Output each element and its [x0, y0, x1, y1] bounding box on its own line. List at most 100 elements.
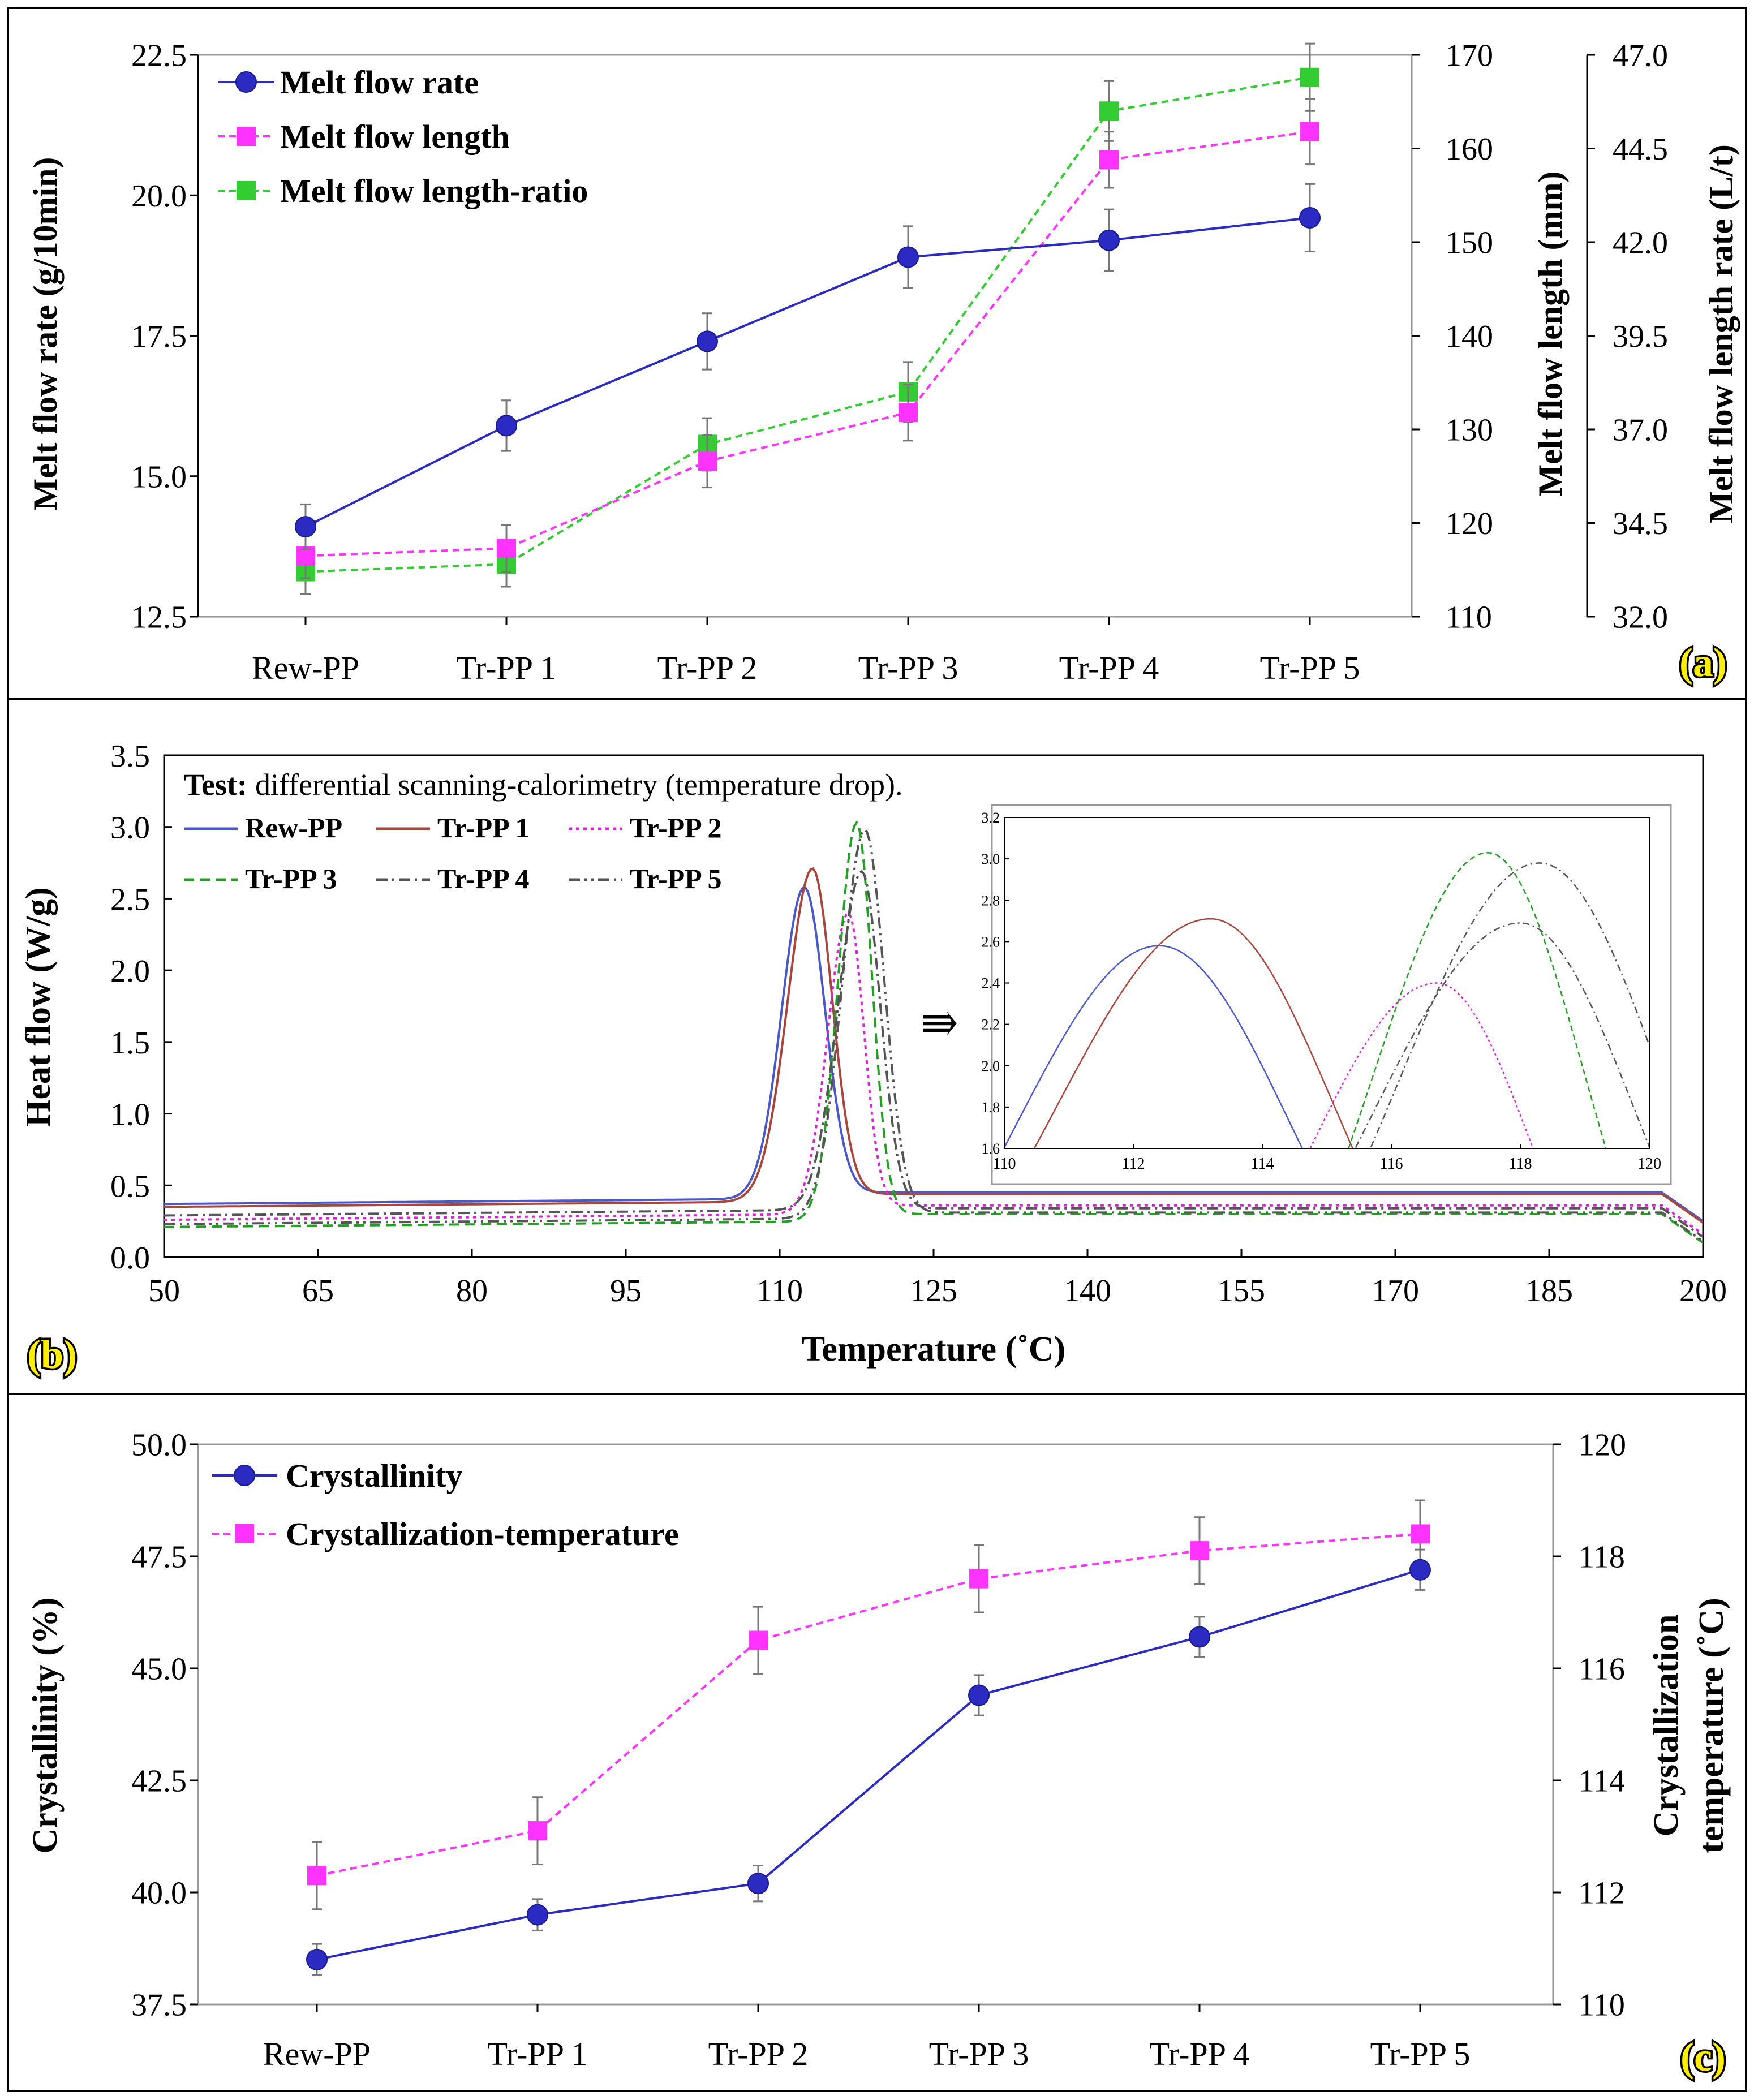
inset-series-line	[1309, 982, 1534, 1148]
data-point	[1190, 1541, 1209, 1561]
y-tick-label: 1.0	[110, 1098, 150, 1133]
inset-series-line	[1033, 918, 1354, 1148]
chart-title-bold: Test:	[184, 768, 247, 802]
panel-label-c-text: (c)	[1680, 2034, 1726, 2080]
series-crystallization-temperature	[307, 1499, 1430, 1910]
legend-label: Tr-PP 5	[630, 863, 721, 894]
legend-marker	[234, 1465, 255, 1486]
panel-label-c: (c)	[1679, 2033, 1728, 2082]
x-tick-label: 110	[756, 1273, 803, 1309]
y-tick-label: 116	[1579, 1652, 1625, 1687]
panel-c: 37.5 40.0 42.5 45.0 47.5 50.0 110 112 114 116 118 1…	[26, 1428, 1731, 2082]
x-tick-label: Tr-PP 2	[708, 2036, 809, 2072]
legend-label: Melt flow length	[280, 118, 510, 155]
x-tick-label: Tr-PP 4	[1059, 649, 1159, 686]
y-tick-label: 130	[1446, 413, 1493, 448]
y-tick-label: 160	[1446, 132, 1493, 167]
y3-axis-title: Melt flow length rate (L/t)	[1703, 144, 1740, 523]
y-tick-label: 50.0	[131, 1428, 187, 1463]
data-point	[1300, 122, 1319, 141]
data-point	[306, 1948, 328, 1970]
inset-y-tick-label: 2.8	[982, 892, 1000, 909]
y-tick-label: 32.0	[1613, 600, 1668, 635]
series-melt-flow-length	[296, 98, 1319, 579]
y2-axis-title: Melt flow length (mm)	[1532, 171, 1569, 497]
y-tick-label: 40.0	[131, 1876, 187, 1911]
data-point	[1409, 1559, 1431, 1581]
data-point	[1099, 150, 1119, 170]
legend-marker	[235, 71, 257, 93]
inset-y-tick-label: 2.6	[982, 933, 1000, 950]
y-tick-label: 110	[1579, 1988, 1625, 2023]
series-line	[305, 76, 1310, 573]
data-point	[295, 516, 316, 538]
data-point	[1099, 101, 1119, 121]
plot-area-c	[197, 1443, 1554, 2006]
panel-label-a-text: (a)	[1679, 640, 1727, 685]
series-line-rew-pp	[164, 886, 1703, 1223]
legend-marker	[235, 1524, 254, 1543]
series-line	[316, 1568, 1421, 1961]
data-point	[749, 1630, 768, 1650]
data-point	[1299, 206, 1321, 229]
y-tick-label: 45.0	[131, 1652, 187, 1687]
legend-a: Melt flow rate Melt flow length Melt flow …	[218, 64, 588, 209]
inset-y-tick-label: 2.2	[982, 1017, 1000, 1033]
data-point	[968, 1684, 990, 1706]
y-tick-label: 42.0	[1613, 226, 1668, 261]
legend-label: Tr-PP 3	[245, 863, 337, 894]
y-tick-label: 15.0	[131, 459, 187, 494]
x-tick-label: 80	[456, 1273, 488, 1309]
data-point	[497, 539, 516, 558]
panel-label-a: (a)	[1678, 638, 1729, 687]
panel-frames	[7, 7, 1747, 2092]
data-point	[897, 246, 919, 268]
panel-label-b: (b)	[25, 1330, 79, 1379]
inset-y-tick-label: 1.8	[982, 1099, 1000, 1116]
y-tick-label: 12.5	[131, 600, 187, 635]
inset-y-tick-label: 2.4	[982, 975, 1000, 992]
data-point	[1411, 1524, 1430, 1544]
y-axis-title: Melt flow rate (g/10min)	[27, 157, 64, 511]
x-tick-label: Tr-PP 2	[657, 649, 758, 686]
inset-y-tick-label: 1.6	[982, 1141, 1000, 1157]
inset-y-tick-label: 2.0	[982, 1058, 1000, 1074]
panel-c-frame	[7, 1393, 1747, 2092]
y2-axis-title-line1: Crystallization	[1647, 1615, 1686, 1837]
x-tick-label: 200	[1679, 1273, 1727, 1309]
y-tick-label: 39.5	[1613, 319, 1668, 354]
x-axis-title: Temperature (˚C)	[802, 1330, 1066, 1369]
data-point	[899, 403, 918, 423]
series-line	[305, 130, 1310, 557]
data-point	[1098, 229, 1120, 251]
x-tick-label: 140	[1064, 1273, 1111, 1309]
series-line	[316, 1533, 1421, 1877]
legend-marker	[237, 127, 256, 146]
x-tick-label: Tr-PP 4	[1150, 2036, 1250, 2072]
legend-label: Tr-PP 2	[630, 812, 721, 844]
y-tick-label: 114	[1579, 1764, 1625, 1799]
series-melt-flow-rate	[295, 183, 1321, 550]
y-tick-label: 34.5	[1613, 506, 1668, 541]
chart-title-text: differential scanning-calorimetry (tempe…	[255, 768, 903, 802]
y-tick-label: 150	[1446, 226, 1493, 261]
y-axis-title: Heat flow (W/g)	[19, 887, 58, 1127]
data-point	[1300, 67, 1319, 87]
y-tick-label: 20.0	[131, 179, 187, 214]
series-line-tr-pp-3	[164, 820, 1703, 1244]
x-tick-label: Tr-PP 3	[929, 2036, 1029, 2072]
legend-c: Crystallinity Crystallization-temperature	[212, 1457, 679, 1552]
y-tick-label: 120	[1446, 506, 1493, 541]
data-point	[697, 330, 718, 352]
x-tick-label: Tr-PP 1	[457, 649, 557, 686]
inset-plot-area	[1004, 817, 1650, 1149]
inset-x-tick-label: 116	[1380, 1155, 1403, 1173]
inset-series-line	[1004, 945, 1304, 1148]
y-tick-label: 118	[1579, 1540, 1625, 1575]
series-line	[305, 216, 1310, 528]
y-tick-label: 17.5	[131, 319, 187, 354]
x-tick-label: 50	[148, 1273, 180, 1309]
panel-label-b-text: (b)	[27, 1332, 77, 1377]
inset-x-tick-label: 118	[1509, 1155, 1532, 1173]
